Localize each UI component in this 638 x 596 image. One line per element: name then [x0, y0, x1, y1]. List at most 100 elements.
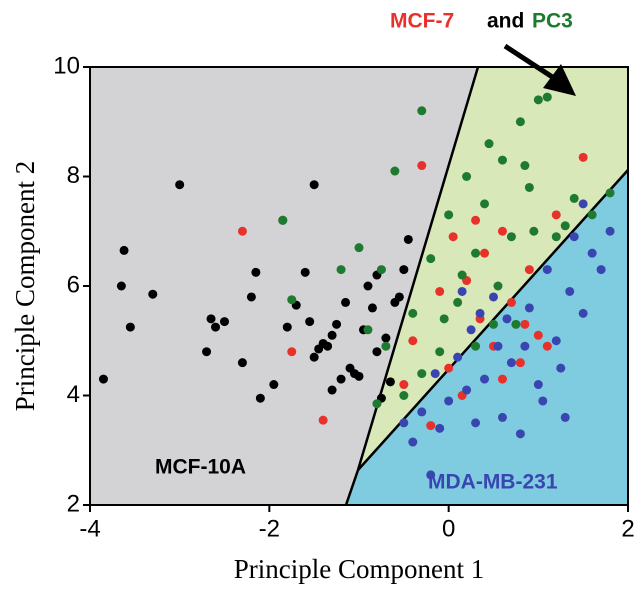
point	[605, 188, 615, 198]
point	[381, 341, 391, 351]
point	[372, 399, 382, 409]
point	[480, 199, 490, 209]
point	[471, 341, 481, 351]
point	[457, 286, 467, 296]
annotation: MCF-7	[390, 10, 454, 33]
point	[399, 418, 409, 428]
point	[309, 180, 319, 190]
point	[605, 226, 615, 236]
point	[489, 292, 498, 302]
point	[569, 232, 579, 242]
point	[327, 330, 337, 340]
point	[363, 325, 373, 335]
point	[497, 374, 507, 384]
point	[220, 317, 229, 327]
point	[502, 314, 512, 324]
point	[278, 215, 288, 225]
point	[336, 265, 346, 275]
point	[520, 319, 530, 329]
y-axis-label: Principle Component 2	[10, 161, 40, 411]
point	[448, 232, 458, 242]
point	[399, 391, 409, 400]
point	[466, 325, 476, 335]
point	[98, 374, 108, 384]
point	[484, 139, 494, 149]
point	[453, 352, 463, 362]
point	[515, 429, 525, 439]
point	[578, 199, 588, 209]
point	[587, 248, 597, 258]
point	[426, 254, 436, 264]
y-tick-label: 2	[67, 490, 80, 517]
point	[376, 265, 386, 275]
annotation: MDA-MB-231	[428, 471, 558, 494]
pc3-mcf7-region	[358, 67, 628, 470]
point	[246, 292, 256, 302]
y-tick-label: 8	[67, 162, 80, 189]
point	[211, 322, 221, 332]
point	[457, 270, 467, 280]
x-axis-label: Principle Component 1	[234, 554, 484, 584]
point	[497, 155, 507, 165]
point	[390, 166, 400, 176]
x-tick-label: -4	[79, 515, 100, 542]
point	[444, 363, 454, 373]
point	[533, 380, 543, 390]
point	[569, 193, 579, 203]
arrow	[503, 43, 562, 85]
point	[444, 396, 454, 406]
point	[524, 303, 534, 313]
point	[533, 330, 543, 340]
point	[408, 336, 418, 346]
point	[493, 281, 503, 291]
point	[287, 347, 297, 357]
point	[506, 232, 516, 242]
point	[515, 117, 525, 127]
point	[551, 210, 561, 220]
point	[560, 221, 570, 231]
point	[497, 226, 507, 236]
x-tick-label: 2	[621, 515, 634, 542]
point	[417, 106, 427, 116]
point	[435, 423, 445, 433]
point	[255, 393, 265, 403]
point	[341, 297, 351, 307]
point	[327, 385, 337, 395]
point	[560, 412, 570, 422]
point	[367, 303, 377, 313]
point	[578, 152, 588, 162]
point	[417, 369, 427, 379]
point	[116, 281, 126, 291]
point	[596, 265, 606, 275]
point	[533, 95, 543, 105]
point	[489, 319, 498, 329]
point	[408, 437, 418, 447]
point	[515, 358, 525, 368]
point	[399, 380, 409, 390]
point	[269, 380, 279, 390]
point	[556, 363, 566, 373]
annotation: MCF-10A	[155, 456, 246, 479]
point	[237, 226, 247, 236]
point	[542, 92, 552, 102]
point	[565, 286, 575, 296]
x-tick-label: -2	[259, 515, 280, 542]
point	[524, 182, 534, 192]
point	[551, 232, 561, 242]
y-tick-label: 4	[67, 381, 80, 408]
point	[462, 172, 472, 181]
point	[453, 297, 463, 307]
point	[403, 234, 413, 244]
point	[417, 161, 427, 171]
point	[542, 341, 552, 351]
point	[462, 385, 472, 395]
point	[475, 308, 485, 318]
point	[426, 421, 436, 431]
point	[439, 314, 449, 324]
point	[538, 396, 548, 406]
point	[506, 297, 516, 307]
point	[385, 377, 395, 387]
point	[175, 180, 185, 190]
x-tick-label: 0	[442, 515, 455, 542]
point	[520, 341, 530, 351]
